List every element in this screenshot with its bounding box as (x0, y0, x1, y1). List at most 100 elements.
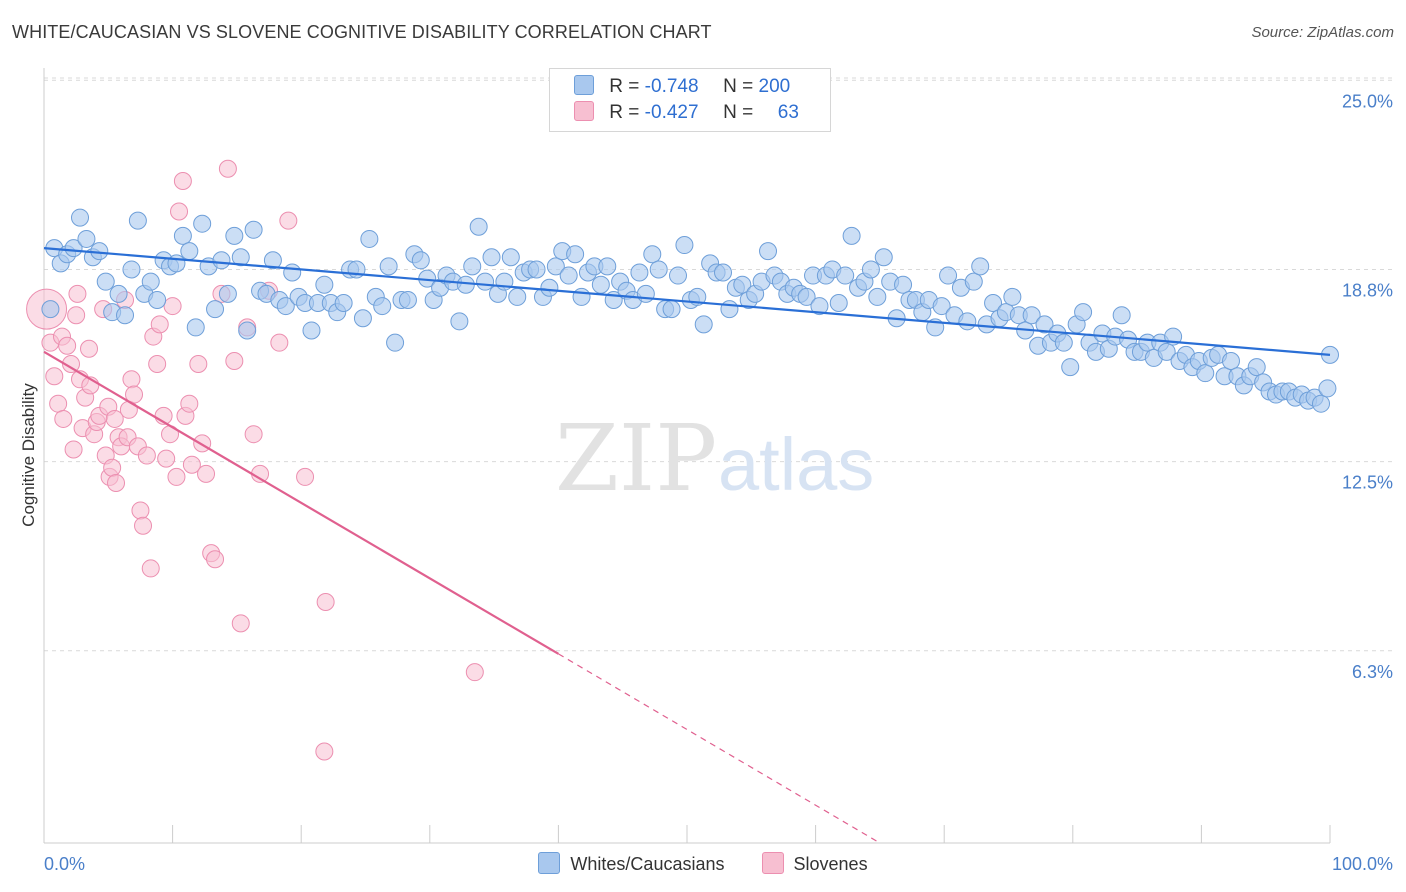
white-point (482, 248, 501, 267)
slovene-point (189, 355, 208, 374)
legend-item-whites: Whites/Caucasians (538, 852, 725, 875)
slovene-point (62, 355, 81, 374)
slovene-point (80, 339, 99, 358)
slovene-point (206, 550, 225, 569)
white-point (868, 287, 887, 306)
white-point (842, 226, 861, 245)
white-point (546, 257, 565, 276)
slovene-point (103, 458, 122, 477)
legend-n-value: 63 (777, 102, 799, 123)
slovenes-trend-line (43, 350, 559, 655)
legend-r-value: -0.427 (644, 102, 699, 123)
white-point (173, 226, 192, 245)
white-point (874, 248, 893, 267)
white-point (501, 248, 520, 267)
slovene-point (58, 336, 77, 355)
slovene-point (316, 592, 335, 611)
white-point (598, 257, 617, 276)
white-point (193, 214, 212, 233)
slovene-point (180, 394, 199, 413)
slovene-point (134, 516, 153, 535)
white-point (77, 229, 96, 248)
slovene-point (167, 467, 186, 486)
white-point (96, 272, 115, 291)
white-point (797, 287, 816, 306)
white-point (128, 211, 147, 230)
white-point (180, 242, 199, 261)
source-label: Source: ZipAtlas.com (1251, 24, 1394, 41)
white-point (373, 297, 392, 316)
white-point (476, 272, 495, 291)
white-point (186, 318, 205, 337)
slovene-point (270, 333, 289, 352)
white-point (71, 208, 90, 227)
slovene-point (182, 455, 201, 474)
slovene-point (122, 370, 141, 389)
white-point (122, 260, 141, 279)
white-point (148, 290, 167, 309)
series-legend: Whites/Caucasians Slovenes (0, 852, 1406, 875)
white-point (964, 272, 983, 291)
white-point (1003, 287, 1022, 306)
legend-r-value: -0.748 (644, 76, 699, 97)
white-point (733, 275, 752, 294)
slovene-point (157, 449, 176, 468)
white-point (939, 266, 958, 285)
white-point (212, 251, 231, 270)
white-point (450, 312, 469, 331)
white-point (508, 287, 527, 306)
watermark-zip: ZIP (555, 405, 717, 512)
white-point (283, 263, 302, 282)
slovene-point (197, 464, 216, 483)
slovene-point (45, 367, 64, 386)
white-point (668, 266, 687, 285)
white-point (720, 300, 739, 319)
watermark-atlas: atlas (718, 423, 874, 506)
legend-r-label: R = (609, 102, 640, 123)
slovene-point (279, 211, 298, 230)
white-point (1311, 394, 1330, 413)
slovene-point (218, 159, 237, 178)
legend-swatch-blue (574, 75, 594, 95)
slovene-point (119, 400, 138, 419)
slovene-point (64, 440, 83, 459)
slovene-point (150, 315, 169, 334)
whites-points (41, 208, 1339, 413)
legend-row-whites: R = -0.748 N = 200 (574, 75, 790, 101)
slovene-point (68, 284, 87, 303)
white-point (759, 242, 778, 261)
slovene-point (137, 446, 156, 465)
white-point (932, 297, 951, 316)
white-point (559, 266, 578, 285)
slovene-point (67, 306, 86, 325)
slovene-point (296, 467, 315, 486)
legend-swatch-blue (538, 852, 561, 874)
slovene-point (131, 501, 150, 520)
white-point (109, 284, 128, 303)
slovene-point (465, 663, 484, 682)
white-point (218, 284, 237, 303)
white-point (636, 284, 655, 303)
legend-n-label: N = (723, 102, 754, 123)
white-point (41, 300, 60, 319)
white-point (276, 297, 295, 316)
white-point (1022, 306, 1041, 325)
white-point (141, 272, 160, 291)
white-point (836, 266, 855, 285)
white-point (1318, 379, 1337, 398)
white-point (263, 251, 282, 270)
white-point (566, 245, 585, 264)
white-point (572, 287, 591, 306)
white-point (662, 300, 681, 319)
white-point (861, 260, 880, 279)
slovene-point (163, 297, 182, 316)
whites-trend-line (43, 247, 1331, 356)
x-tick-labels: 0.0% 100.0% (44, 854, 1393, 874)
white-point (829, 294, 848, 313)
slovenes-trend-extension (558, 653, 881, 844)
slovene-point (107, 474, 126, 493)
white-point (591, 275, 610, 294)
slovene-point (125, 385, 144, 404)
white-point (894, 275, 913, 294)
